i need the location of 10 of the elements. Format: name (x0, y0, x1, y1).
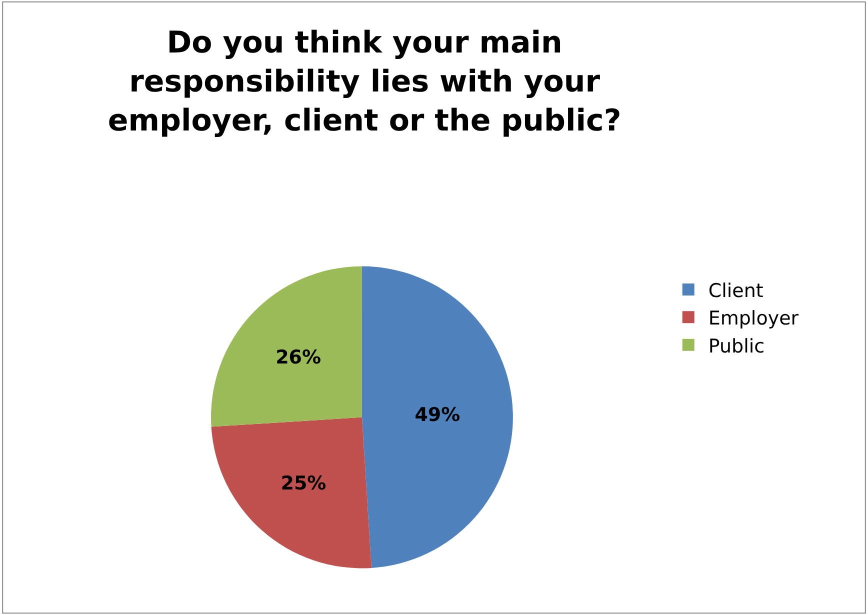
data-label: 49% (414, 404, 460, 426)
pie-slice (211, 266, 362, 427)
legend-label: Public (708, 335, 765, 358)
legend-label: Client (708, 280, 764, 302)
data-label: 26% (276, 346, 322, 368)
pie-slice (211, 417, 372, 568)
data-label: 25% (280, 472, 326, 495)
legend-label: Employer (708, 308, 799, 330)
pie-slice (362, 266, 513, 568)
chart-title: Do you think your main responsibility lies with your employer, client or the public? (108, 25, 622, 138)
